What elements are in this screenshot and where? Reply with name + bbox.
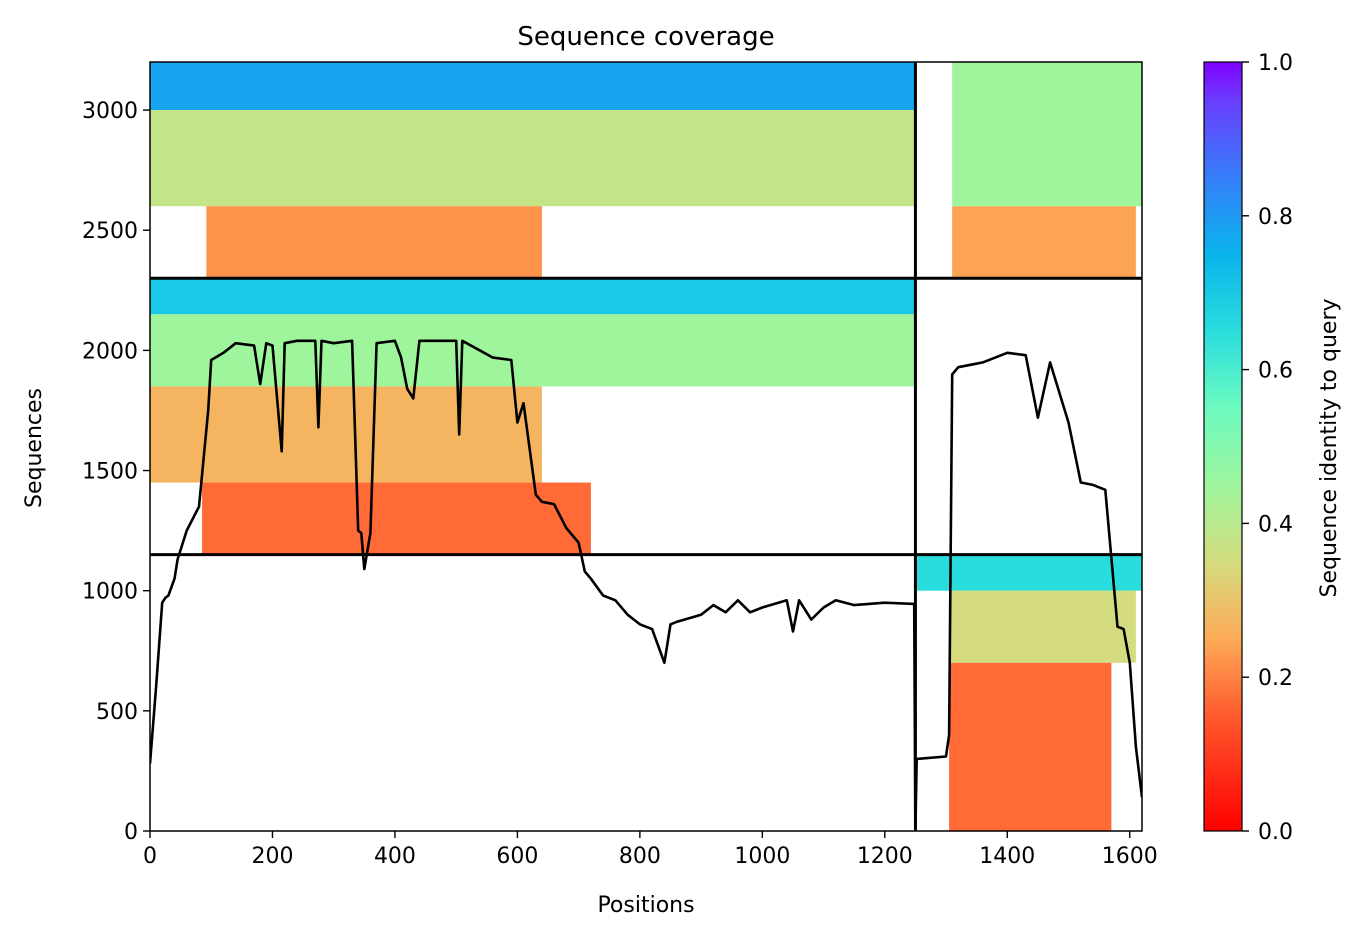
x-tick-label: 1600	[1102, 844, 1158, 869]
coverage-band	[949, 590, 1136, 663]
plot-frame	[149, 61, 1143, 832]
x-tick-label: 200	[251, 844, 293, 869]
x-tick-label: 1400	[979, 844, 1035, 869]
colorbar-tick-label: 0.6	[1258, 359, 1293, 384]
x-tick-label: 600	[496, 844, 538, 869]
coverage-band	[915, 554, 1142, 591]
y-tick-label: 1500	[82, 460, 138, 485]
block-boundaries	[150, 62, 1142, 831]
y-tick-label: 2500	[82, 219, 138, 244]
colorbar-tick-label: 1.0	[1258, 51, 1293, 76]
coverage-band	[949, 662, 1112, 831]
coverage-line	[150, 339, 1142, 831]
coverage-band	[150, 278, 916, 315]
coverage-band	[202, 482, 591, 555]
colorbar-tick-label: 0.8	[1258, 205, 1293, 230]
colorbar-ticks: 0.0 0.2 0.4 0.6 0.8 1.0	[1242, 51, 1293, 845]
colorbar-label: Sequence identity to query	[1317, 298, 1342, 597]
x-tick-label: 1200	[857, 844, 913, 869]
y-axis-label: Sequences	[22, 388, 47, 508]
plot-area	[150, 62, 1142, 831]
x-axis-label: Positions	[597, 893, 694, 918]
y-tick-label: 500	[96, 700, 138, 725]
coverage-band	[150, 386, 542, 483]
colorbar-tick-label: 0.0	[1258, 820, 1293, 845]
colorbar	[1203, 61, 1243, 832]
y-tick-label: 0	[124, 820, 138, 845]
x-tick-label: 800	[619, 844, 661, 869]
x-tick-label: 0	[143, 844, 157, 869]
y-tick-label: 3000	[82, 99, 138, 124]
x-tick-label: 1000	[734, 844, 790, 869]
y-tick-label: 2000	[82, 339, 138, 364]
y-tick-label: 1000	[82, 580, 138, 605]
coverage-band	[206, 206, 542, 279]
x-tick-label: 400	[374, 844, 416, 869]
chart-title: Sequence coverage	[517, 22, 774, 52]
coverage-band	[150, 314, 916, 387]
coverage-line-layer	[150, 339, 1142, 831]
coverage-band	[952, 62, 1142, 207]
y-axis-ticks: 0 500 1000 1500 2000 2500 3000	[82, 99, 150, 845]
coverage-band	[150, 110, 916, 207]
colorbar-tick-label: 0.4	[1258, 512, 1293, 537]
coverage-band	[150, 62, 916, 111]
coverage-bands	[150, 62, 1142, 831]
x-axis-ticks: 0 200 400 600 800 1000 1200 1400 1600	[143, 831, 1158, 869]
colorbar-tick-label: 0.2	[1258, 666, 1293, 691]
coverage-band	[952, 206, 1136, 279]
